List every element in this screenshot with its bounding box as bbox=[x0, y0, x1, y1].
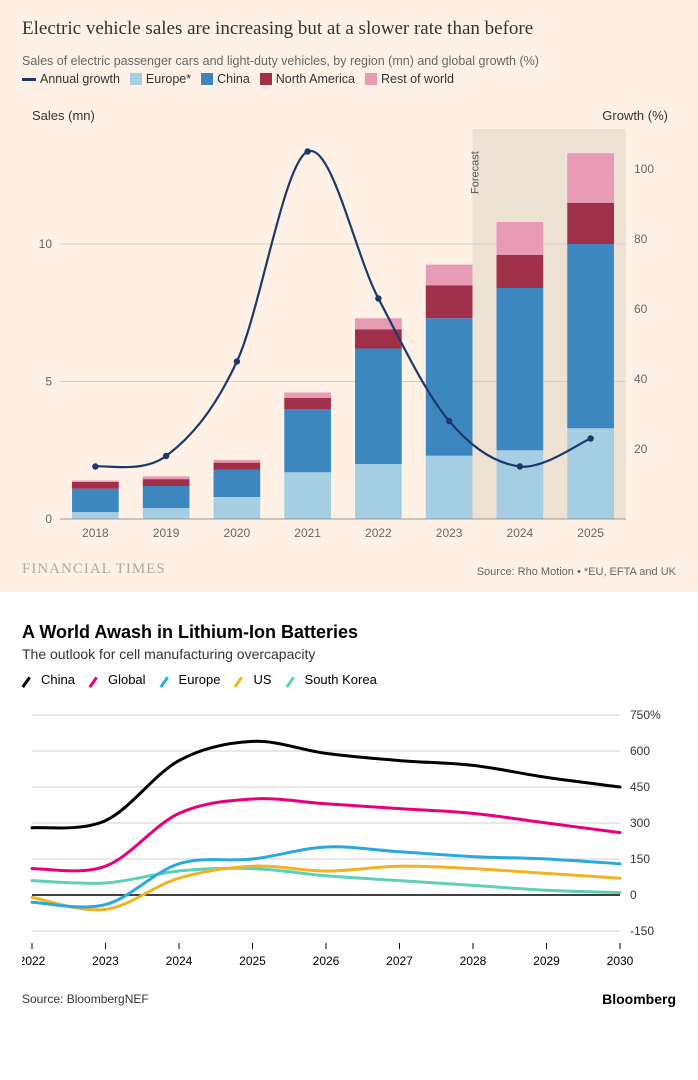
legend-label: Europe* bbox=[146, 72, 191, 86]
legend-annual-growth: Annual growth bbox=[22, 72, 120, 86]
bb-chart: -150 0 150 300 450 600 750% 2022 2023 2024 2025 202… bbox=[22, 693, 676, 973]
ft-chart: 0 5 10 20 40 60 80 100 Sales (mn) Growth (%) Forec… bbox=[22, 94, 676, 549]
svg-text:2027: 2027 bbox=[386, 954, 413, 968]
ft-chart-container: Electric vehicle sales are increasing bu… bbox=[0, 0, 698, 592]
bb-chart-container: A World Awash in Lithium-Ion Batteries T… bbox=[0, 592, 698, 1027]
legend-europe: Europe bbox=[160, 672, 221, 687]
svg-text:2026: 2026 bbox=[313, 954, 340, 968]
bb-source: Source: BloombergNEF bbox=[22, 992, 149, 1006]
svg-text:-150: -150 bbox=[630, 924, 654, 938]
legend-label: US bbox=[253, 672, 271, 687]
legend-label: Rest of world bbox=[381, 72, 454, 86]
svg-text:2022: 2022 bbox=[22, 954, 46, 968]
ft-footer: FINANCIAL TIMES Source: Rho Motion • *EU… bbox=[22, 561, 676, 578]
svg-text:300: 300 bbox=[630, 816, 650, 830]
svg-text:2025: 2025 bbox=[239, 954, 266, 968]
svg-text:0: 0 bbox=[45, 512, 52, 526]
slash-swatch bbox=[234, 673, 248, 687]
svg-text:2018: 2018 bbox=[82, 526, 109, 540]
legend-label: South Korea bbox=[305, 672, 377, 687]
box-swatch bbox=[260, 73, 272, 85]
svg-text:2022: 2022 bbox=[365, 526, 392, 540]
svg-text:2028: 2028 bbox=[460, 954, 487, 968]
svg-text:600: 600 bbox=[630, 744, 650, 758]
bb-title: A World Awash in Lithium-Ion Batteries bbox=[22, 622, 676, 643]
box-swatch bbox=[365, 73, 377, 85]
ft-source: Source: Rho Motion • *EU, EFTA and UK bbox=[477, 566, 676, 578]
svg-text:40: 40 bbox=[634, 372, 648, 386]
slash-swatch bbox=[160, 673, 174, 687]
svg-text:2024: 2024 bbox=[507, 526, 534, 540]
svg-text:2023: 2023 bbox=[92, 954, 119, 968]
legend-label: Europe bbox=[179, 672, 221, 687]
svg-text:2025: 2025 bbox=[577, 526, 604, 540]
svg-text:60: 60 bbox=[634, 302, 648, 316]
bb-subtitle: The outlook for cell manufacturing overc… bbox=[22, 646, 676, 662]
bb-footer: Source: BloombergNEF Bloomberg bbox=[22, 991, 676, 1007]
svg-text:150: 150 bbox=[630, 852, 650, 866]
ft-legend: Annual growth Europe* China North Americ… bbox=[22, 72, 676, 86]
ft-title: Electric vehicle sales are increasing bu… bbox=[22, 18, 676, 40]
svg-text:450: 450 bbox=[630, 780, 650, 794]
svg-text:750%: 750% bbox=[630, 708, 661, 722]
svg-text:2029: 2029 bbox=[533, 954, 560, 968]
ft-brand: FINANCIAL TIMES bbox=[22, 561, 166, 578]
legend-china: China bbox=[22, 672, 75, 687]
svg-text:2023: 2023 bbox=[436, 526, 463, 540]
svg-text:80: 80 bbox=[634, 232, 648, 246]
legend-label: Global bbox=[108, 672, 146, 687]
slash-swatch bbox=[22, 673, 36, 687]
bb-legend: China Global Europe US South Korea bbox=[22, 672, 676, 687]
svg-text:2021: 2021 bbox=[294, 526, 321, 540]
legend-us: US bbox=[234, 672, 271, 687]
legend-rest-of-world: Rest of world bbox=[365, 72, 454, 86]
svg-text:100: 100 bbox=[634, 162, 654, 176]
legend-north-america: North America bbox=[260, 72, 355, 86]
svg-text:Sales (mn): Sales (mn) bbox=[32, 108, 95, 123]
svg-text:2030: 2030 bbox=[607, 954, 634, 968]
legend-label: China bbox=[217, 72, 250, 86]
svg-text:2024: 2024 bbox=[166, 954, 193, 968]
svg-text:Growth (%): Growth (%) bbox=[602, 108, 668, 123]
box-swatch bbox=[130, 73, 142, 85]
svg-text:Forecast: Forecast bbox=[470, 151, 482, 194]
legend-label: Annual growth bbox=[40, 72, 120, 86]
legend-global: Global bbox=[89, 672, 146, 687]
svg-text:20: 20 bbox=[634, 442, 648, 456]
slash-swatch bbox=[89, 673, 103, 687]
legend-label: China bbox=[41, 672, 75, 687]
ft-chart-svg: 0 5 10 20 40 60 80 100 Sales (mn) Growth (%) Forec… bbox=[22, 94, 676, 549]
legend-south-korea: South Korea bbox=[286, 672, 377, 687]
line-swatch bbox=[22, 78, 36, 81]
bb-brand: Bloomberg bbox=[602, 991, 676, 1007]
bb-chart-svg: -150 0 150 300 450 600 750% 2022 2023 2024 2025 202… bbox=[22, 693, 676, 973]
ft-subtitle: Sales of electric passenger cars and lig… bbox=[22, 54, 676, 68]
svg-text:5: 5 bbox=[45, 375, 52, 389]
box-swatch bbox=[201, 73, 213, 85]
slash-swatch bbox=[286, 673, 300, 687]
svg-text:0: 0 bbox=[630, 888, 637, 902]
legend-china: China bbox=[201, 72, 250, 86]
svg-text:2019: 2019 bbox=[153, 526, 180, 540]
svg-text:2020: 2020 bbox=[224, 526, 251, 540]
legend-label: North America bbox=[276, 72, 355, 86]
legend-europe: Europe* bbox=[130, 72, 191, 86]
svg-text:10: 10 bbox=[39, 237, 53, 251]
